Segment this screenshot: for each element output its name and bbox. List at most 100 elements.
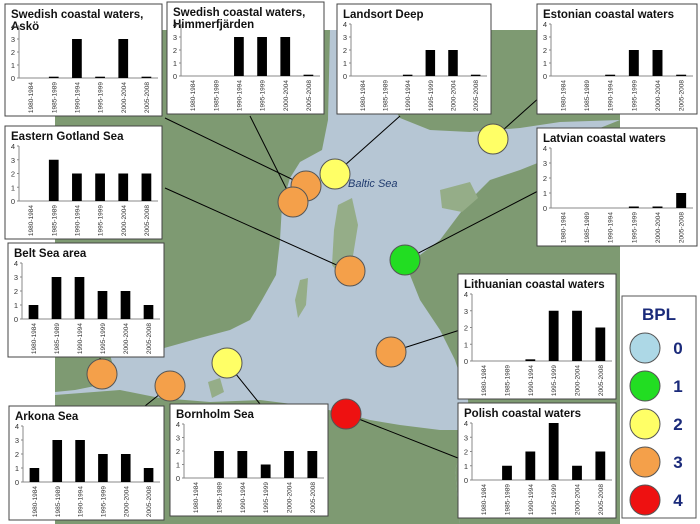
chart-bar (402, 74, 413, 76)
chart-bar (52, 440, 63, 482)
x-tick-label: 1985-1989 (217, 482, 224, 513)
y-tick-label: 0 (543, 204, 547, 213)
y-tick-label: 1 (343, 59, 347, 68)
chart-title: Swedish coastal waters, Himmerfjärden (173, 7, 305, 31)
x-tick-label: 1985-1989 (584, 212, 591, 243)
legend-items: 0 1 2 3 4 (629, 332, 683, 516)
station-marker (277, 186, 309, 218)
y-tick-label: 4 (15, 422, 19, 431)
y-tick-label: 3 (464, 307, 468, 316)
legend-box (621, 295, 697, 519)
y-tick-label: 0 (464, 476, 468, 485)
x-tick-label: 1980-1984 (28, 82, 35, 113)
y-tick-label: 3 (14, 273, 18, 282)
x-tick-label: 2005-2008 (306, 80, 313, 111)
x-tick-label: 1985-1989 (51, 205, 58, 236)
chart-bar (72, 173, 82, 201)
x-tick-label: 2000-2004 (655, 80, 662, 111)
sea-label: Baltic Sea (348, 178, 398, 190)
chart-bar (48, 76, 59, 78)
chart-bar (595, 327, 606, 361)
x-tick-label: 1990-1994 (405, 80, 412, 111)
x-tick-label: 2005-2008 (598, 365, 605, 396)
chart-bar (237, 451, 248, 478)
y-tick-label: 2 (543, 174, 547, 183)
chart-bar (572, 310, 582, 361)
y-tick-label: 2 (464, 324, 468, 333)
y-tick-label: 0 (11, 74, 15, 83)
chart-bar (118, 39, 129, 78)
chart-bar (470, 74, 481, 76)
y-tick-label: 2 (11, 170, 15, 179)
x-tick-label: 2005-2008 (144, 82, 151, 113)
y-tick-label: 0 (343, 72, 347, 81)
chart-title: Landsort Deep (343, 9, 424, 21)
x-tick-label: 1990-1994 (608, 80, 615, 111)
chart-bar (260, 464, 271, 478)
y-tick-label: 1 (15, 464, 19, 473)
chart-bar (51, 277, 62, 319)
x-tick-label: 2000-2004 (123, 323, 130, 354)
chart-panel-frame (336, 3, 492, 115)
island-oland (295, 278, 308, 318)
chart-title: Latvian coastal waters (543, 133, 666, 145)
chart-bar (307, 451, 318, 478)
x-tick-label: 2005-2008 (679, 80, 686, 111)
chart-bar (548, 310, 559, 361)
chart-panel: Lithuanian coastal waters 0 1 2 3 4 1980-1984 1… (457, 273, 617, 400)
legend-swatch (629, 370, 661, 402)
x-tick-label: 1980-1984 (193, 482, 200, 513)
chart-panel: Polish coastal waters 0 1 2 3 4 1980-1984 1985-… (457, 402, 617, 519)
y-tick-label: 1 (543, 189, 547, 198)
y-tick-label: 3 (343, 33, 347, 42)
chart-panels: Swedish coastal waters, Askö 0 1 2 3 4 1980-198… (4, 1, 698, 521)
chart-panel-frame (536, 127, 698, 247)
legend-swatch (629, 484, 661, 516)
chart-bar (525, 451, 536, 480)
y-tick-label: 4 (464, 419, 468, 428)
legend-label: 2 (673, 415, 682, 434)
chart-bar (628, 50, 639, 76)
chart-panel: Arkona Sea 0 1 2 3 4 1980-1984 1985-1989 1990-19… (8, 405, 165, 521)
station-marker (319, 158, 351, 190)
station-marker (330, 398, 362, 430)
island-bornholm (208, 378, 224, 398)
y-tick-label: 4 (464, 290, 468, 299)
connector-line (345, 413, 464, 461)
x-tick-label: 1995-1999 (631, 80, 638, 111)
x-tick-label: 1980-1984 (560, 212, 567, 243)
x-tick-label: 1995-1999 (98, 205, 105, 236)
y-tick-label: 2 (176, 447, 180, 456)
y-tick-label: 0 (15, 478, 19, 487)
y-tick-label: 3 (464, 433, 468, 442)
chart-title: Bornholm Sea (176, 409, 255, 421)
x-tick-label: 1980-1984 (31, 323, 38, 354)
chart-panel-frame (4, 3, 163, 117)
x-tick-label: 1980-1984 (360, 80, 367, 111)
y-tick-label: 2 (343, 46, 347, 55)
y-tick-label: 4 (173, 20, 177, 29)
chart-bar (502, 465, 512, 480)
y-tick-label: 4 (543, 20, 547, 29)
chart-bar (605, 74, 616, 76)
x-tick-label: 1980-1984 (481, 365, 488, 396)
x-tick-label: 1980-1984 (481, 484, 488, 515)
chart-bar (595, 451, 606, 480)
x-tick-label: 1980-1984 (560, 80, 567, 111)
x-tick-label: 1990-1994 (240, 482, 247, 513)
chart-bar (652, 206, 663, 208)
chart-bar (74, 277, 85, 319)
y-tick-label: 0 (173, 72, 177, 81)
y-tick-label: 3 (176, 434, 180, 443)
chart-bar (118, 173, 129, 201)
y-tick-label: 3 (11, 35, 15, 44)
legend-title: BPL (642, 305, 676, 324)
station-marker (334, 255, 366, 287)
chart-title: Eastern Gotland Sea (11, 131, 124, 143)
chart-title: Swedish coastal waters, Askö (11, 9, 143, 33)
y-tick-label: 1 (11, 183, 15, 192)
y-tick-label: 2 (464, 448, 468, 457)
chart-bar (97, 291, 108, 319)
x-tick-label: 1985-1989 (51, 82, 58, 113)
